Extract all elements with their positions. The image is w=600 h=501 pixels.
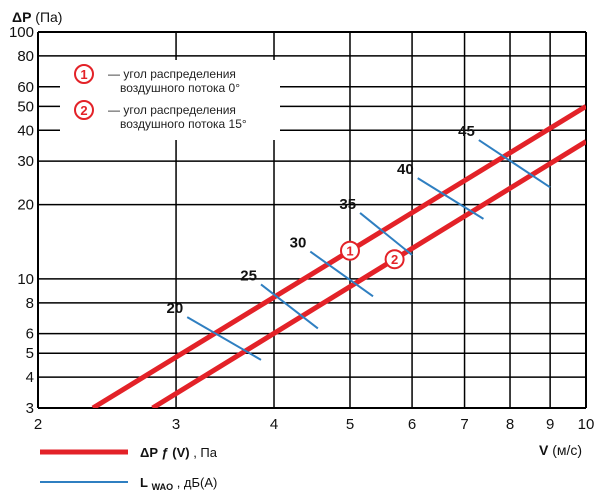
pressure-curve-2 <box>151 139 586 408</box>
noise-line-25 <box>260 283 319 330</box>
y-axis-tick-labels: 3 4 5 6 8 10 20 30 40 50 60 80 100 <box>9 24 34 417</box>
y-tick-label-5: 5 <box>26 345 34 362</box>
noise-line-35 <box>359 212 413 256</box>
noise-label-30: 30 <box>290 235 307 252</box>
legend-label-pressure: ΔP ƒ (V) , Па <box>140 445 218 460</box>
annotation-badge-2-label: 2 <box>80 103 87 118</box>
annotation-box <box>60 60 280 140</box>
annotation-1-line-1: — угол распределения <box>108 67 236 81</box>
x-axis-title-unit: (м/с) <box>552 442 582 458</box>
x-axis-title: V (м/с) <box>539 442 582 458</box>
y-axis-title-symbol: ΔP <box>12 9 31 25</box>
y-tick-label-40: 40 <box>17 122 34 139</box>
legend-noise-unit: , дБ(A) <box>177 475 218 490</box>
curve-badge-2-label: 2 <box>391 252 398 267</box>
grid-lines <box>37 31 587 409</box>
y-tick-label-8: 8 <box>26 295 34 312</box>
curve-badge-1 <box>339 240 360 261</box>
noise-line-20 <box>186 316 262 361</box>
y-tick-label-6: 6 <box>26 326 34 343</box>
y-tick-label-10: 10 <box>17 271 34 288</box>
x-tick-label-7: 7 <box>460 416 468 433</box>
y-axis-title: ΔP (Па) <box>12 9 62 25</box>
x-tick-label-5: 5 <box>346 416 354 433</box>
annotation-2: 2 — угол распределения воздушного потока… <box>74 100 247 131</box>
y-tick-label-4: 4 <box>26 369 34 386</box>
annotation-badge-1 <box>74 64 94 84</box>
legend: ΔP ƒ (V) , Па L WAO , дБ(A) <box>40 445 218 493</box>
x-tick-label-10: 10 <box>578 416 595 433</box>
legend-pressure-symbol: ΔP ƒ (V) <box>140 445 190 460</box>
x-tick-label-4: 4 <box>270 416 278 433</box>
pressure-curve-1 <box>91 104 586 408</box>
noise-level-lines: 20 25 30 35 40 45 1 2 <box>167 123 551 361</box>
y-tick-label-30: 30 <box>17 153 34 170</box>
x-tick-label-2: 2 <box>34 416 42 433</box>
noise-line-30 <box>309 250 374 298</box>
noise-label-40: 40 <box>397 161 414 178</box>
noise-label-25: 25 <box>240 267 257 284</box>
legend-noise-subscript: WAO <box>152 482 174 492</box>
x-axis-tick-labels: 2 3 4 5 6 7 8 9 10 <box>34 416 595 433</box>
y-tick-label-50: 50 <box>17 98 34 115</box>
noise-label-45: 45 <box>458 123 475 140</box>
x-tick-label-3: 3 <box>172 416 180 433</box>
annotation-2-line-1: — угол распределения <box>108 103 236 117</box>
annotation-badge-1-label: 1 <box>80 67 87 82</box>
pressure-curves <box>91 104 586 408</box>
x-tick-label-8: 8 <box>506 416 514 433</box>
x-tick-label-9: 9 <box>546 416 554 433</box>
annotation-badge-2 <box>74 100 94 120</box>
y-tick-label-80: 80 <box>17 48 34 65</box>
y-axis-title-unit: (Па) <box>35 9 62 25</box>
y-tick-label-3: 3 <box>26 400 34 417</box>
y-tick-label-60: 60 <box>17 79 34 96</box>
curve-badge-1-label: 1 <box>346 244 353 259</box>
legend-noise-symbol: L <box>140 475 148 490</box>
noise-label-35: 35 <box>339 196 356 213</box>
noise-label-20: 20 <box>167 300 184 317</box>
y-tick-label-100: 100 <box>9 24 34 41</box>
noise-line-45 <box>478 139 551 189</box>
x-tick-label-6: 6 <box>408 416 416 433</box>
annotation-1-line-2: воздушного потока 0° <box>120 81 240 95</box>
noise-line-40 <box>417 177 485 220</box>
x-axis-title-symbol: V <box>539 442 549 458</box>
curve-badge-2 <box>384 249 405 270</box>
annotation-1: 1 — угол распределения воздушного потока… <box>74 64 240 95</box>
y-tick-label-20: 20 <box>17 197 34 214</box>
legend-label-noise: L WAO , дБ(A) <box>140 475 217 493</box>
legend-pressure-unit: , Па <box>193 445 218 460</box>
annotation-2-line-2: воздушного потока 15° <box>120 117 247 131</box>
